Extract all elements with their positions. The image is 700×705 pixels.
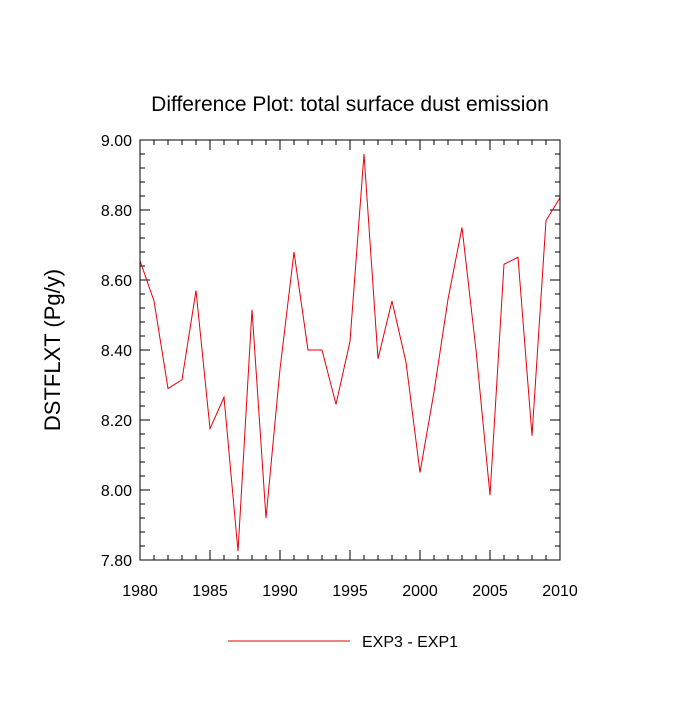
major-ticks — [139, 139, 561, 561]
x-tick-label: 1990 — [262, 583, 298, 600]
series-layer — [139, 153, 561, 552]
y-tick-label: 9.00 — [101, 133, 132, 150]
y-tick-label: 7.80 — [101, 553, 132, 570]
tick-labels: 1980 1985 1990 1995 2000 2005 2010 7.80 8.00 8.20… — [101, 133, 578, 600]
x-tick-label: 2005 — [472, 583, 508, 600]
x-tick-label: 2000 — [402, 583, 438, 600]
y-tick-label: 8.80 — [101, 203, 132, 220]
y-axis-label: DSTFLXT (Pg/y) — [40, 269, 65, 431]
y-tick-label: 8.20 — [101, 413, 132, 430]
x-tick-label: 2010 — [542, 583, 578, 600]
y-tick-label: 8.60 — [101, 273, 132, 290]
legend: EXP3 - EXP1 — [228, 634, 458, 651]
chart-title: Difference Plot: total surface dust emis… — [151, 93, 549, 116]
plot-frame — [139, 139, 561, 561]
x-tick-label: 1985 — [192, 583, 228, 600]
series-line — [139, 153, 561, 552]
y-tick-label: 8.40 — [101, 343, 132, 360]
y-tick-label: 8.00 — [101, 483, 132, 500]
x-tick-label: 1980 — [122, 583, 158, 600]
x-tick-label: 1995 — [332, 583, 368, 600]
minor-ticks — [140, 140, 560, 560]
legend-label: EXP3 - EXP1 — [362, 634, 458, 651]
